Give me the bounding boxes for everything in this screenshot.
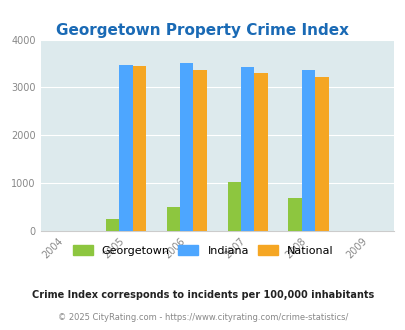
Bar [132, 66, 146, 231]
Bar [254, 73, 267, 231]
Bar [288, 198, 301, 231]
Bar [180, 63, 193, 231]
Text: © 2025 CityRating.com - https://www.cityrating.com/crime-statistics/: © 2025 CityRating.com - https://www.city… [58, 313, 347, 322]
Bar [119, 65, 132, 231]
Text: Georgetown Property Crime Index: Georgetown Property Crime Index [56, 23, 349, 38]
Bar [193, 70, 207, 231]
Text: Crime Index corresponds to incidents per 100,000 inhabitants: Crime Index corresponds to incidents per… [32, 290, 373, 300]
Bar [166, 207, 180, 231]
Bar [106, 219, 119, 231]
Bar [315, 77, 328, 231]
Bar [240, 67, 254, 231]
Bar [301, 70, 314, 231]
Legend: Georgetown, Indiana, National: Georgetown, Indiana, National [68, 241, 337, 260]
Bar [227, 182, 241, 231]
